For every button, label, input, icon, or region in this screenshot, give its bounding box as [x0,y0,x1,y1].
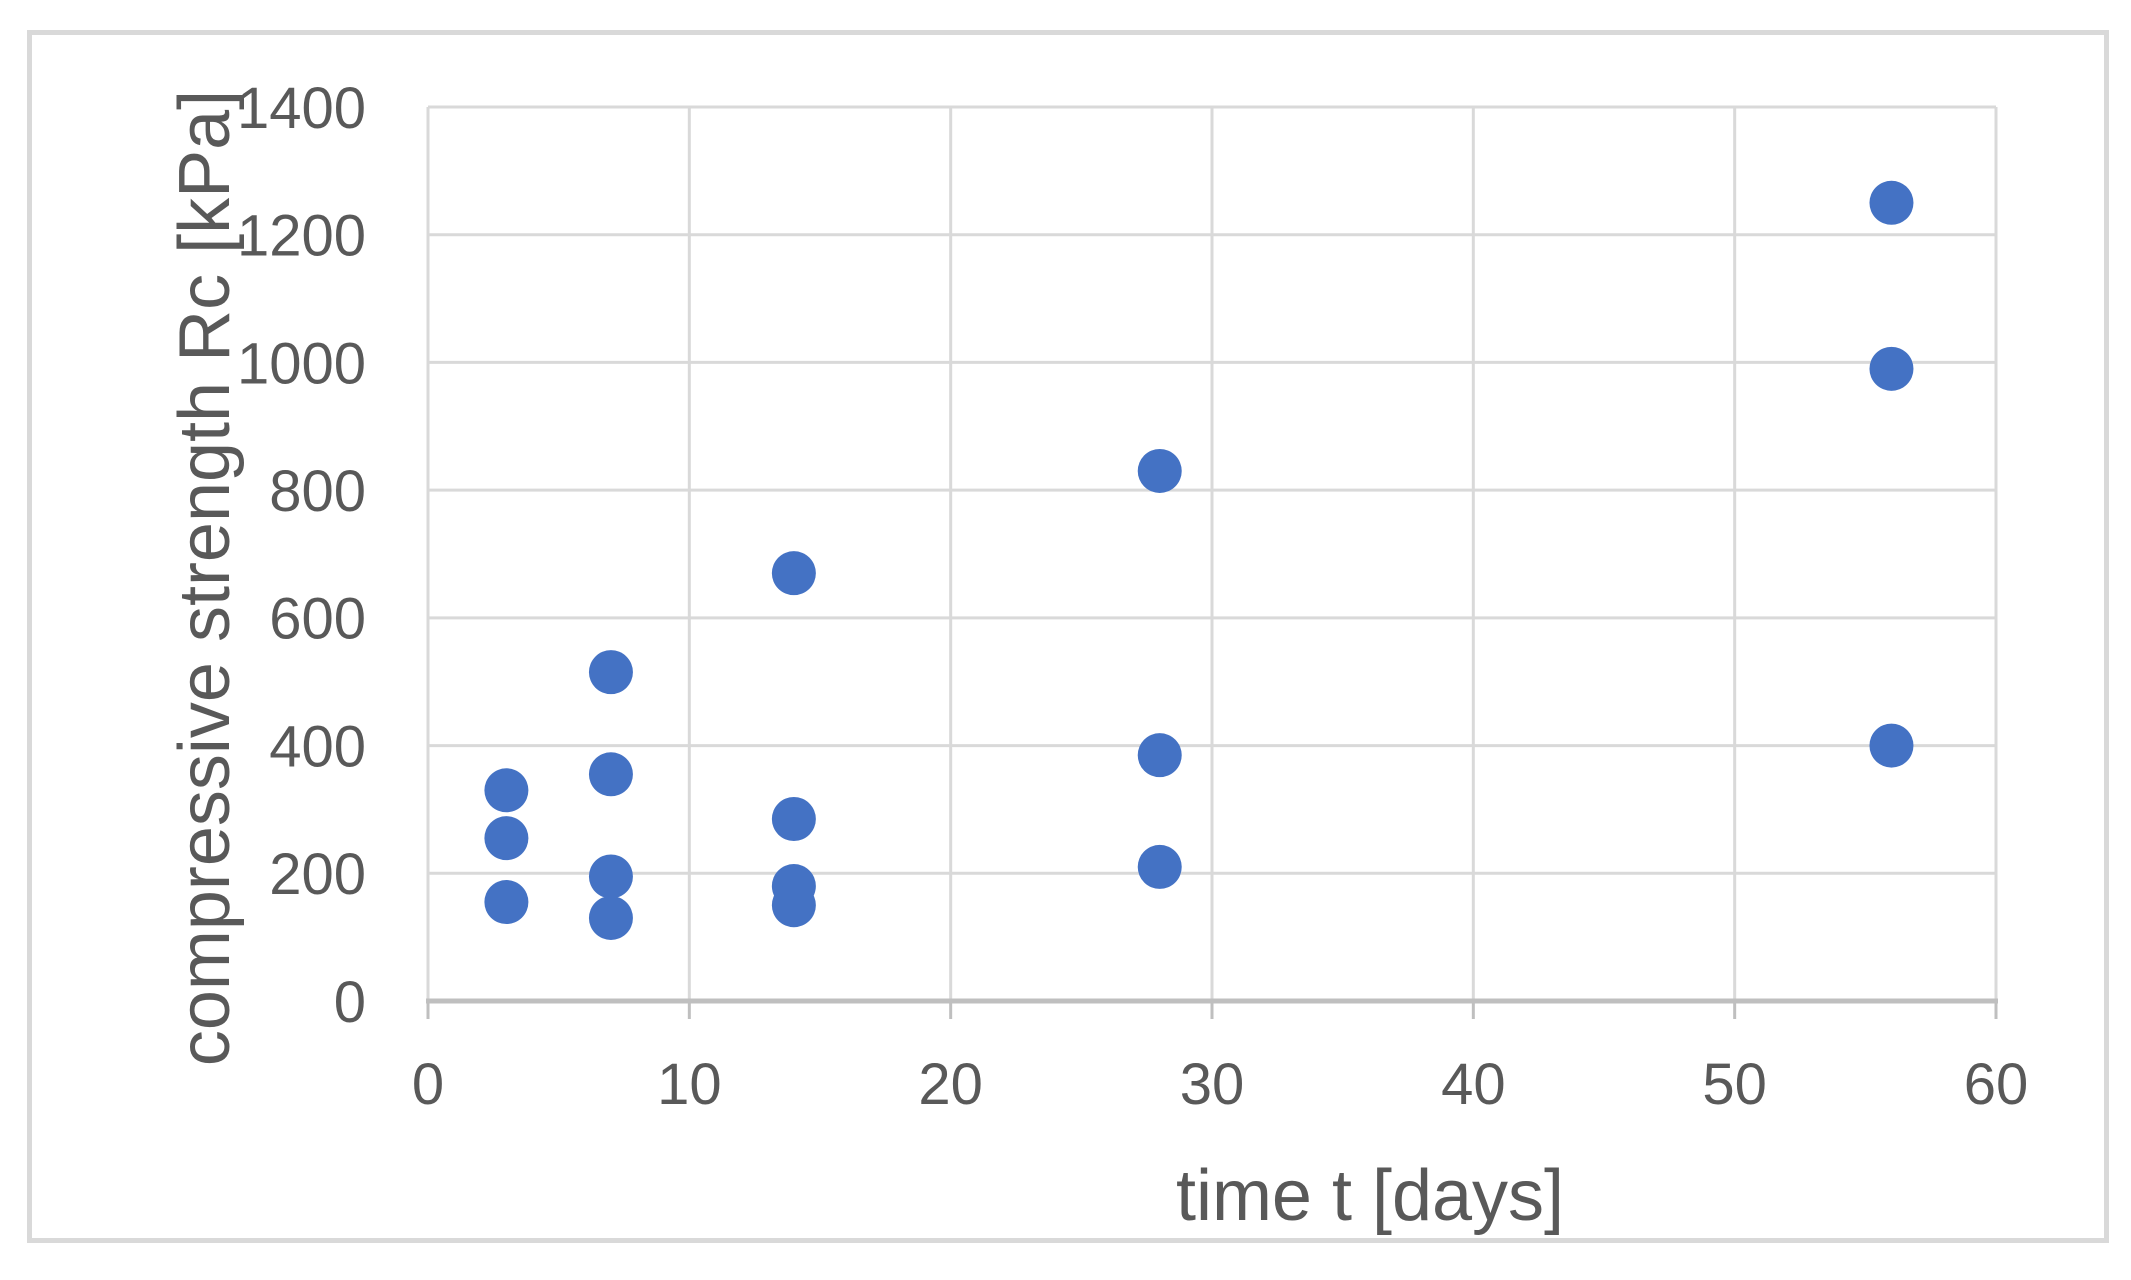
data-point [1869,346,1914,391]
data-point [588,854,633,899]
x-axis-title: time t [days] [1175,1156,1565,1236]
y-tick-label: 0 [334,970,366,1035]
data-point [1869,180,1914,225]
x-tick-label: 30 [1180,1052,1245,1117]
data-point [588,752,633,797]
y-tick-label: 1400 [237,76,366,141]
data-point [484,880,529,925]
data-point [588,650,633,695]
data-point [771,551,816,596]
data-point [1137,448,1182,493]
data-point [588,895,633,940]
y-axis-title: compressive strength Rc [kPa] [165,89,245,1067]
data-point [771,883,816,928]
x-tick-label: 20 [918,1052,983,1117]
y-tick-label: 600 [269,587,366,652]
y-tick-label: 400 [269,714,366,779]
x-tick-label: 60 [1964,1052,2029,1117]
x-tick-label: 50 [1702,1052,1767,1117]
data-point [484,768,529,813]
data-point [1137,844,1182,889]
y-tick-label: 800 [269,459,366,524]
data-point [484,816,529,861]
x-tick-label: 0 [412,1052,444,1117]
x-tick-label: 40 [1441,1052,1506,1117]
data-point [1137,733,1182,778]
y-tick-label: 1200 [237,204,366,269]
y-tick-label: 1000 [237,331,366,396]
data-point [1869,723,1914,768]
data-point [771,797,816,842]
y-tick-label: 200 [269,842,366,907]
figure-border [27,30,2109,1243]
x-tick-label: 10 [657,1052,722,1117]
